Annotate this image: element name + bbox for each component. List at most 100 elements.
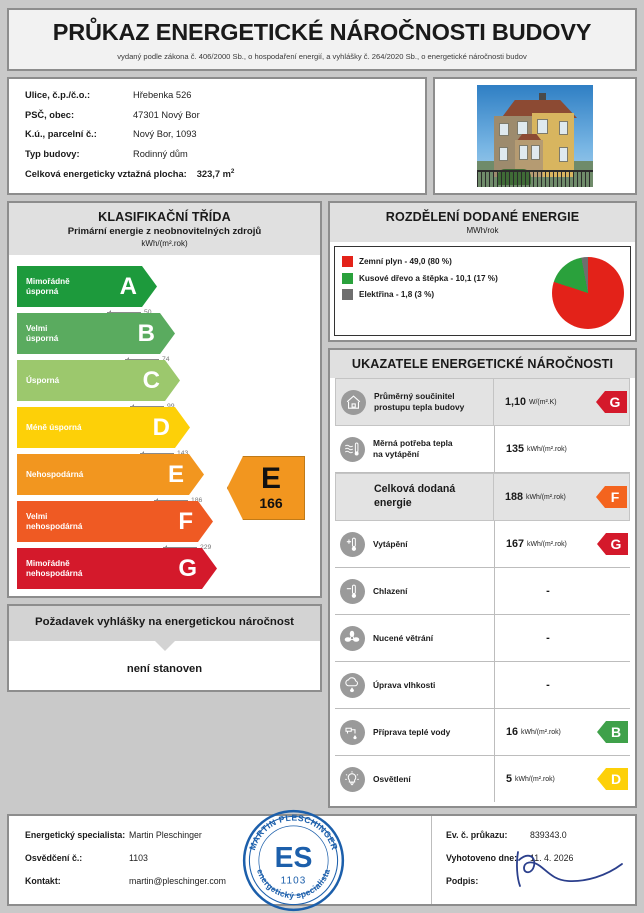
band-shape: Velmi nehospodárná F <box>17 501 213 542</box>
indicators-header: UKAZATELE ENERGETICKÉ NÁROČNOSTI <box>330 350 635 378</box>
energy-pie-chart <box>552 257 624 329</box>
contact-label: Kontakt: <box>25 876 61 886</box>
indicator-icon-cell <box>335 766 369 792</box>
band-threshold: 143 <box>140 448 188 458</box>
document-subtitle: vydaný podle zákona č. 406/2000 Sb., o h… <box>117 52 527 61</box>
right-column: ROZDĚLENÍ DODANÉ ENERGIE MWh/rok Zemní p… <box>328 201 637 808</box>
indicator-row: Průměrný součinitel prostupu tepla budov… <box>335 378 630 426</box>
signature-icon <box>516 851 623 887</box>
building-photo <box>477 85 593 187</box>
indicator-value-cell: - <box>494 662 630 708</box>
indicator-value: 167 <box>506 538 525 550</box>
legend-label: Zemní plyn - 49,0 (80 %) <box>359 257 452 266</box>
floor-area-row: Celková energeticky vztažná plocha: 323,… <box>25 168 425 179</box>
classification-unit: kWh/(m².rok) <box>141 239 188 248</box>
indicator-unit: W/(m².K) <box>529 398 557 406</box>
specialist-row: Energetický specialista: Martin Pleschin… <box>25 830 431 840</box>
main-content: KLASIFIKAČNÍ TŘÍDA Primární energie z ne… <box>7 201 637 808</box>
legend-label: Elektřina - 1,8 (3 %) <box>359 290 435 299</box>
band-shape: Mimořádně úsporná A <box>17 266 157 307</box>
floor-area-value: 323,7 m2 <box>197 168 235 179</box>
band-threshold: 74 <box>125 354 170 364</box>
issue-date-row: Vyhotoveno dne: 11. 4. 2026 <box>446 853 635 863</box>
indicator-value-cell: - <box>494 615 630 661</box>
legend-label: Kusové dřevo a štěpka - 10,1 (17 %) <box>359 273 498 283</box>
band-letter: C <box>142 366 160 394</box>
energy-band-b: Velmi úsporná B 74 <box>17 310 314 363</box>
reg-number-value: 839343.0 <box>530 830 567 840</box>
cooling-icon <box>339 578 365 604</box>
indicator-icon-cell <box>335 531 369 557</box>
result-energy-class-badge: E 166 <box>227 456 305 520</box>
indicator-label: Měrná potřeba tepla na vytápění <box>373 438 453 459</box>
indicator-value: 135 <box>506 443 525 455</box>
indicator-icon-cell <box>335 672 369 698</box>
threshold-value: 186 <box>191 496 203 504</box>
band-label: Velmi úsporná <box>26 323 59 343</box>
identification-section: Ulice, č.p./č.o.: Hřebenka 526 PSČ, obec… <box>7 77 637 195</box>
issue-date-label: Vyhotoveno dne: <box>446 853 518 863</box>
threshold-value: 50 <box>144 308 152 316</box>
band-shape: Méně úsporná D <box>17 407 190 448</box>
band-label: Úsporná <box>26 375 60 385</box>
svg-text:1103: 1103 <box>281 876 307 887</box>
threshold-value: 229 <box>200 543 212 551</box>
band-label: Nehospodárná <box>26 469 84 479</box>
result-letter: E <box>260 462 281 496</box>
requirement-section: Požadavek vyhlášky na energetickou nároč… <box>7 604 322 693</box>
street-label: Ulice, č.p./č.o.: <box>25 90 91 100</box>
indicator-row: Příprava teplé vody 16 kWh/(m².rok) B <box>335 709 630 756</box>
band-threshold: 186 <box>154 495 202 505</box>
heat-demand-icon <box>339 436 365 462</box>
building-type-value: Rodinný dům <box>133 148 188 159</box>
indicator-unit: kWh/(m².rok) <box>515 775 555 783</box>
indicator-icon-cell <box>335 578 369 604</box>
indicator-value-cell: 167 kWh/(m².rok) G <box>494 521 630 567</box>
reg-number-row: Ev. č. průkazu: 839343.0 <box>446 830 635 840</box>
indicator-value: 1,10 <box>505 396 527 408</box>
indicators-title: UKAZATELE ENERGETICKÉ NÁROČNOSTI <box>351 357 614 371</box>
indicator-unit: kWh/(m².rok) <box>527 445 567 453</box>
indicator-label: Průměrný součinitel prostupu tepla budov… <box>374 391 465 412</box>
indicator-value: - <box>546 679 550 691</box>
city-label: PSČ, obec: <box>25 109 75 120</box>
threshold-value: 74 <box>162 355 170 363</box>
energy-band-g: Mimořádně nehospodárná G <box>17 545 314 592</box>
band-letter: A <box>119 272 137 300</box>
indicator-row: Osvětlení 5 kWh/(m².rok) D <box>335 756 630 802</box>
indicator-label: Celková dodaná energie <box>374 483 456 509</box>
house-icon <box>340 389 366 415</box>
energy-split-title: ROZDĚLENÍ DODANÉ ENERGIE <box>385 210 580 224</box>
heating-icon <box>339 531 365 557</box>
band-label: Méně úsporná <box>26 422 82 432</box>
indicator-icon-cell <box>335 436 369 462</box>
energy-split-header: ROZDĚLENÍ DODANÉ ENERGIE MWh/rok <box>330 203 635 242</box>
indicator-label: Osvětlení <box>373 773 411 784</box>
signature-row: Podpis: <box>446 876 635 886</box>
indicator-value-cell: - <box>494 568 630 614</box>
document-header: PRŮKAZ ENERGETICKÉ NÁROČNOSTI BUDOVY vyd… <box>7 8 637 71</box>
indicator-row: Vytápění 167 kWh/(m².rok) G <box>335 521 630 568</box>
cadastre-value: Nový Bor, 1093 <box>133 129 197 139</box>
result-value: 166 <box>259 494 283 511</box>
certificate-value: 1103 <box>129 853 148 863</box>
indicator-row: Nucené větrání - <box>335 615 630 662</box>
indicators-list: Průměrný součinitel prostupu tepla budov… <box>330 378 635 806</box>
energy-split-section: ROZDĚLENÍ DODANÉ ENERGIE MWh/rok Zemní p… <box>328 201 637 342</box>
band-letter: B <box>137 319 155 347</box>
indicator-icon-cell <box>335 719 369 745</box>
band-letter: F <box>178 507 193 535</box>
indicator-class-badge: D <box>597 768 628 790</box>
indicator-row: Měrná potřeba tepla na vytápění 135 kWh/(m… <box>335 426 630 473</box>
indicator-label: Příprava teplé vody <box>373 726 451 737</box>
energy-band-e: Nehospodárná E 186 <box>17 451 314 504</box>
ident-row: K.ú., parcelní č.: Nový Bor, 1093 <box>25 129 425 139</box>
indicator-unit: kWh/(m².rok) <box>521 728 561 736</box>
contact-row: Kontakt: martin@pleschinger.com <box>25 876 431 886</box>
issue-date-value: 11. 4. 2026 <box>530 853 574 863</box>
specialist-label: Energetický specialista: <box>25 830 126 840</box>
legend-swatch <box>342 289 353 300</box>
energy-split-unit: MWh/rok <box>466 226 499 235</box>
legend-item: Elektřina - 1,8 (3 %) <box>342 289 552 300</box>
